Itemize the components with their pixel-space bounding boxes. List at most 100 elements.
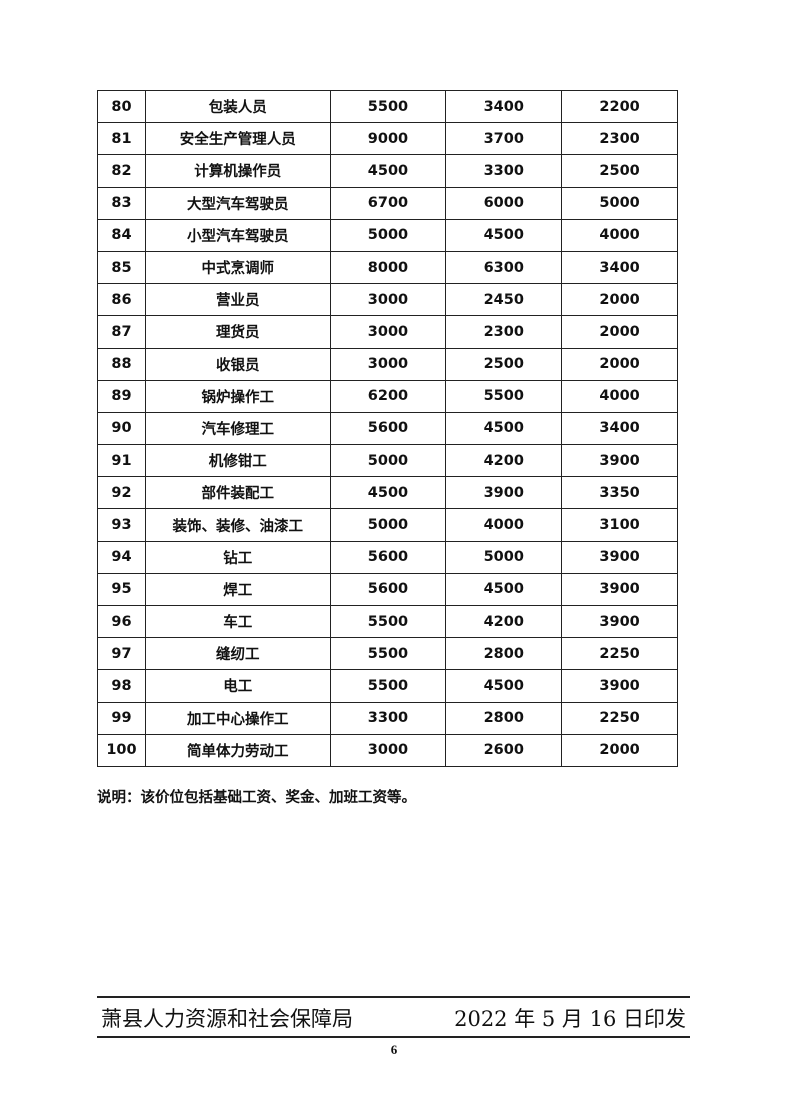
row-number-cell: 93 (97, 508, 146, 542)
low-wage-cell: 5000 (561, 186, 678, 220)
row-number-cell: 94 (97, 540, 146, 574)
mid-wage-cell: 2600 (445, 733, 563, 767)
mid-wage-cell: 2300 (445, 315, 563, 349)
high-wage-cell: 6200 (329, 379, 447, 413)
mid-wage-cell: 3900 (445, 476, 563, 510)
high-wage-cell: 5600 (329, 572, 447, 607)
occupation-cell: 小型汽车驾驶员 (144, 218, 331, 252)
high-wage-cell: 5000 (329, 444, 447, 478)
wage-table: 80 包装人员 5500 3400 2200 81 安全生产管理人员 9000 3700 2300… (97, 89, 678, 767)
table-row: 96 车工 5500 4200 3900 (97, 604, 678, 639)
occupation-cell: 装饰、装修、油漆工 (144, 508, 331, 542)
low-wage-cell: 3350 (561, 476, 678, 510)
high-wage-cell: 5000 (329, 218, 447, 252)
table-row: 99 加工中心操作工 3300 2800 2250 (97, 701, 678, 735)
mid-wage-cell: 2450 (445, 283, 563, 317)
mid-wage-cell: 4000 (445, 508, 563, 542)
footer-top-rule (97, 996, 690, 998)
occupation-cell: 电工 (144, 669, 331, 703)
table-row: 93 装饰、装修、油漆工 5000 4000 3100 (97, 508, 678, 542)
occupation-cell: 汽车修理工 (144, 411, 331, 446)
low-wage-cell: 3400 (561, 411, 678, 446)
mid-wage-cell: 2500 (445, 347, 563, 381)
table-row: 92 部件装配工 4500 3900 3350 (97, 476, 678, 510)
table-row: 98 电工 5500 4500 3900 (97, 669, 678, 703)
high-wage-cell: 6700 (329, 186, 447, 220)
row-number-cell: 85 (97, 250, 146, 285)
row-number-cell: 87 (97, 315, 146, 349)
low-wage-cell: 2250 (561, 701, 678, 735)
mid-wage-cell: 3400 (445, 89, 563, 124)
row-number-cell: 96 (97, 604, 146, 639)
low-wage-cell: 3900 (561, 540, 678, 574)
low-wage-cell: 2000 (561, 283, 678, 317)
occupation-cell: 简单体力劳动工 (144, 733, 331, 767)
table-row: 80 包装人员 5500 3400 2200 (97, 89, 678, 124)
low-wage-cell: 3900 (561, 572, 678, 607)
row-number-cell: 83 (97, 186, 146, 220)
row-number-cell: 91 (97, 444, 146, 478)
low-wage-cell: 3900 (561, 604, 678, 639)
low-wage-cell: 4000 (561, 218, 678, 252)
table-row: 94 钻工 5600 5000 3900 (97, 540, 678, 574)
mid-wage-cell: 5500 (445, 379, 563, 413)
mid-wage-cell: 4500 (445, 572, 563, 607)
footer: 萧县人力资源和社会保障局 2022 年 5 月 16 日印发 (101, 1003, 686, 1033)
low-wage-cell: 2250 (561, 637, 678, 671)
high-wage-cell: 5500 (329, 89, 447, 124)
high-wage-cell: 3000 (329, 315, 447, 349)
occupation-cell: 收银员 (144, 347, 331, 381)
row-number-cell: 86 (97, 283, 146, 317)
occupation-cell: 理货员 (144, 315, 331, 349)
row-number-cell: 92 (97, 476, 146, 510)
high-wage-cell: 5500 (329, 669, 447, 703)
high-wage-cell: 4500 (329, 476, 447, 510)
low-wage-cell: 3900 (561, 444, 678, 478)
table-row: 84 小型汽车驾驶员 5000 4500 4000 (97, 218, 678, 252)
low-wage-cell: 3100 (561, 508, 678, 542)
issuer: 萧县人力资源和社会保障局 (101, 1007, 353, 1031)
row-number-cell: 100 (97, 733, 146, 767)
low-wage-cell: 3900 (561, 669, 678, 703)
mid-wage-cell: 4200 (445, 444, 563, 478)
high-wage-cell: 5500 (329, 637, 447, 671)
row-number-cell: 82 (97, 154, 146, 188)
occupation-cell: 锅炉操作工 (144, 379, 331, 413)
high-wage-cell: 3000 (329, 347, 447, 381)
occupation-cell: 安全生产管理人员 (144, 122, 331, 156)
low-wage-cell: 2300 (561, 122, 678, 156)
low-wage-cell: 4000 (561, 379, 678, 413)
high-wage-cell: 5600 (329, 540, 447, 574)
row-number-cell: 99 (97, 701, 146, 735)
table-row: 97 缝纫工 5500 2800 2250 (97, 637, 678, 671)
occupation-cell: 焊工 (144, 572, 331, 607)
table-row: 85 中式烹调师 8000 6300 3400 (97, 250, 678, 285)
row-number-cell: 80 (97, 89, 146, 124)
table-row: 86 营业员 3000 2450 2000 (97, 283, 678, 317)
mid-wage-cell: 6300 (445, 250, 563, 285)
mid-wage-cell: 4200 (445, 604, 563, 639)
table-row: 95 焊工 5600 4500 3900 (97, 572, 678, 607)
occupation-cell: 车工 (144, 604, 331, 639)
high-wage-cell: 8000 (329, 250, 447, 285)
mid-wage-cell: 4500 (445, 218, 563, 252)
occupation-cell: 计算机操作员 (144, 154, 331, 188)
mid-wage-cell: 3700 (445, 122, 563, 156)
page-number: 6 (390, 1042, 398, 1057)
table-row: 83 大型汽车驾驶员 6700 6000 5000 (97, 186, 678, 220)
row-number-cell: 90 (97, 411, 146, 446)
row-number-cell: 95 (97, 572, 146, 607)
high-wage-cell: 4500 (329, 154, 447, 188)
high-wage-cell: 3000 (329, 733, 447, 767)
high-wage-cell: 5000 (329, 508, 447, 542)
mid-wage-cell: 2800 (445, 637, 563, 671)
low-wage-cell: 2000 (561, 733, 678, 767)
low-wage-cell: 2500 (561, 154, 678, 188)
mid-wage-cell: 6000 (445, 186, 563, 220)
low-wage-cell: 2000 (561, 347, 678, 381)
occupation-cell: 大型汽车驾驶员 (144, 186, 331, 220)
row-number-cell: 89 (97, 379, 146, 413)
low-wage-cell: 3400 (561, 250, 678, 285)
row-number-cell: 88 (97, 347, 146, 381)
table-row: 81 安全生产管理人员 9000 3700 2300 (97, 122, 678, 156)
